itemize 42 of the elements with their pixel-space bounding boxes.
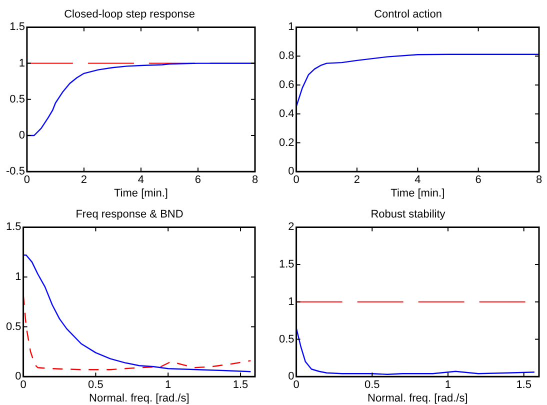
x-tick-label: 1 <box>165 379 172 392</box>
chart-title: Closed-loop step response <box>64 8 195 21</box>
x-axis-title: Normal. freq. [rad./s] <box>368 392 468 404</box>
y-tick-label: 0.5 <box>6 320 22 333</box>
x-tick-label: 4 <box>138 174 144 186</box>
x-axis-title: Normal. freq. [rad./s] <box>89 392 190 404</box>
x-tick-label: 1.5 <box>516 379 532 392</box>
y-tick-label: 1.5 <box>10 21 25 34</box>
x-axis-title: Time [min.] <box>390 187 445 200</box>
y-tick-label: 1 <box>288 296 294 308</box>
y-tick-label: 0.5 <box>278 333 294 346</box>
x-axis-title: Time [min.] <box>114 187 168 200</box>
y-tick-label: 0 <box>15 370 22 383</box>
y-tick-label: 1 <box>18 57 25 70</box>
y-tick-label: 0 <box>18 130 25 142</box>
y-tick-label: 0.8 <box>278 50 294 62</box>
x-tick-label: 6 <box>475 174 482 186</box>
x-tick-label: 2 <box>80 174 88 186</box>
x-tick-label: 6 <box>194 174 202 186</box>
y-tick-label: 1.5 <box>6 221 22 234</box>
x-tick-label: 1 <box>444 379 452 392</box>
y-tick-label: 2 <box>288 221 294 234</box>
y-tick-label: 0.2 <box>278 136 294 149</box>
x-tick-label: 0.5 <box>88 379 104 392</box>
y-tick-label: 0.6 <box>278 78 294 91</box>
chart-title: Robust stability <box>370 208 446 221</box>
y-tick-label: 1 <box>288 21 294 34</box>
chart-title: Freq response & BND <box>76 208 184 221</box>
y-tick-label: 0.4 <box>278 108 294 120</box>
x-tick-label: 4 <box>414 174 421 186</box>
chart-title: Control action <box>374 8 442 21</box>
x-tick-label: 0.5 <box>364 379 380 392</box>
x-tick-label: 8 <box>252 174 258 186</box>
y-tick-label: 0 <box>288 370 294 383</box>
y-tick-label: 0 <box>288 166 294 178</box>
x-tick-label: 8 <box>536 174 542 186</box>
y-tick-label: 1.5 <box>278 258 294 271</box>
y-tick-label: 1 <box>15 271 22 284</box>
y-tick-label: 0.5 <box>10 93 25 106</box>
y-tick-label: -0.5 <box>6 166 25 178</box>
x-tick-label: 1.5 <box>232 379 248 392</box>
x-tick-label: 2 <box>354 174 360 186</box>
